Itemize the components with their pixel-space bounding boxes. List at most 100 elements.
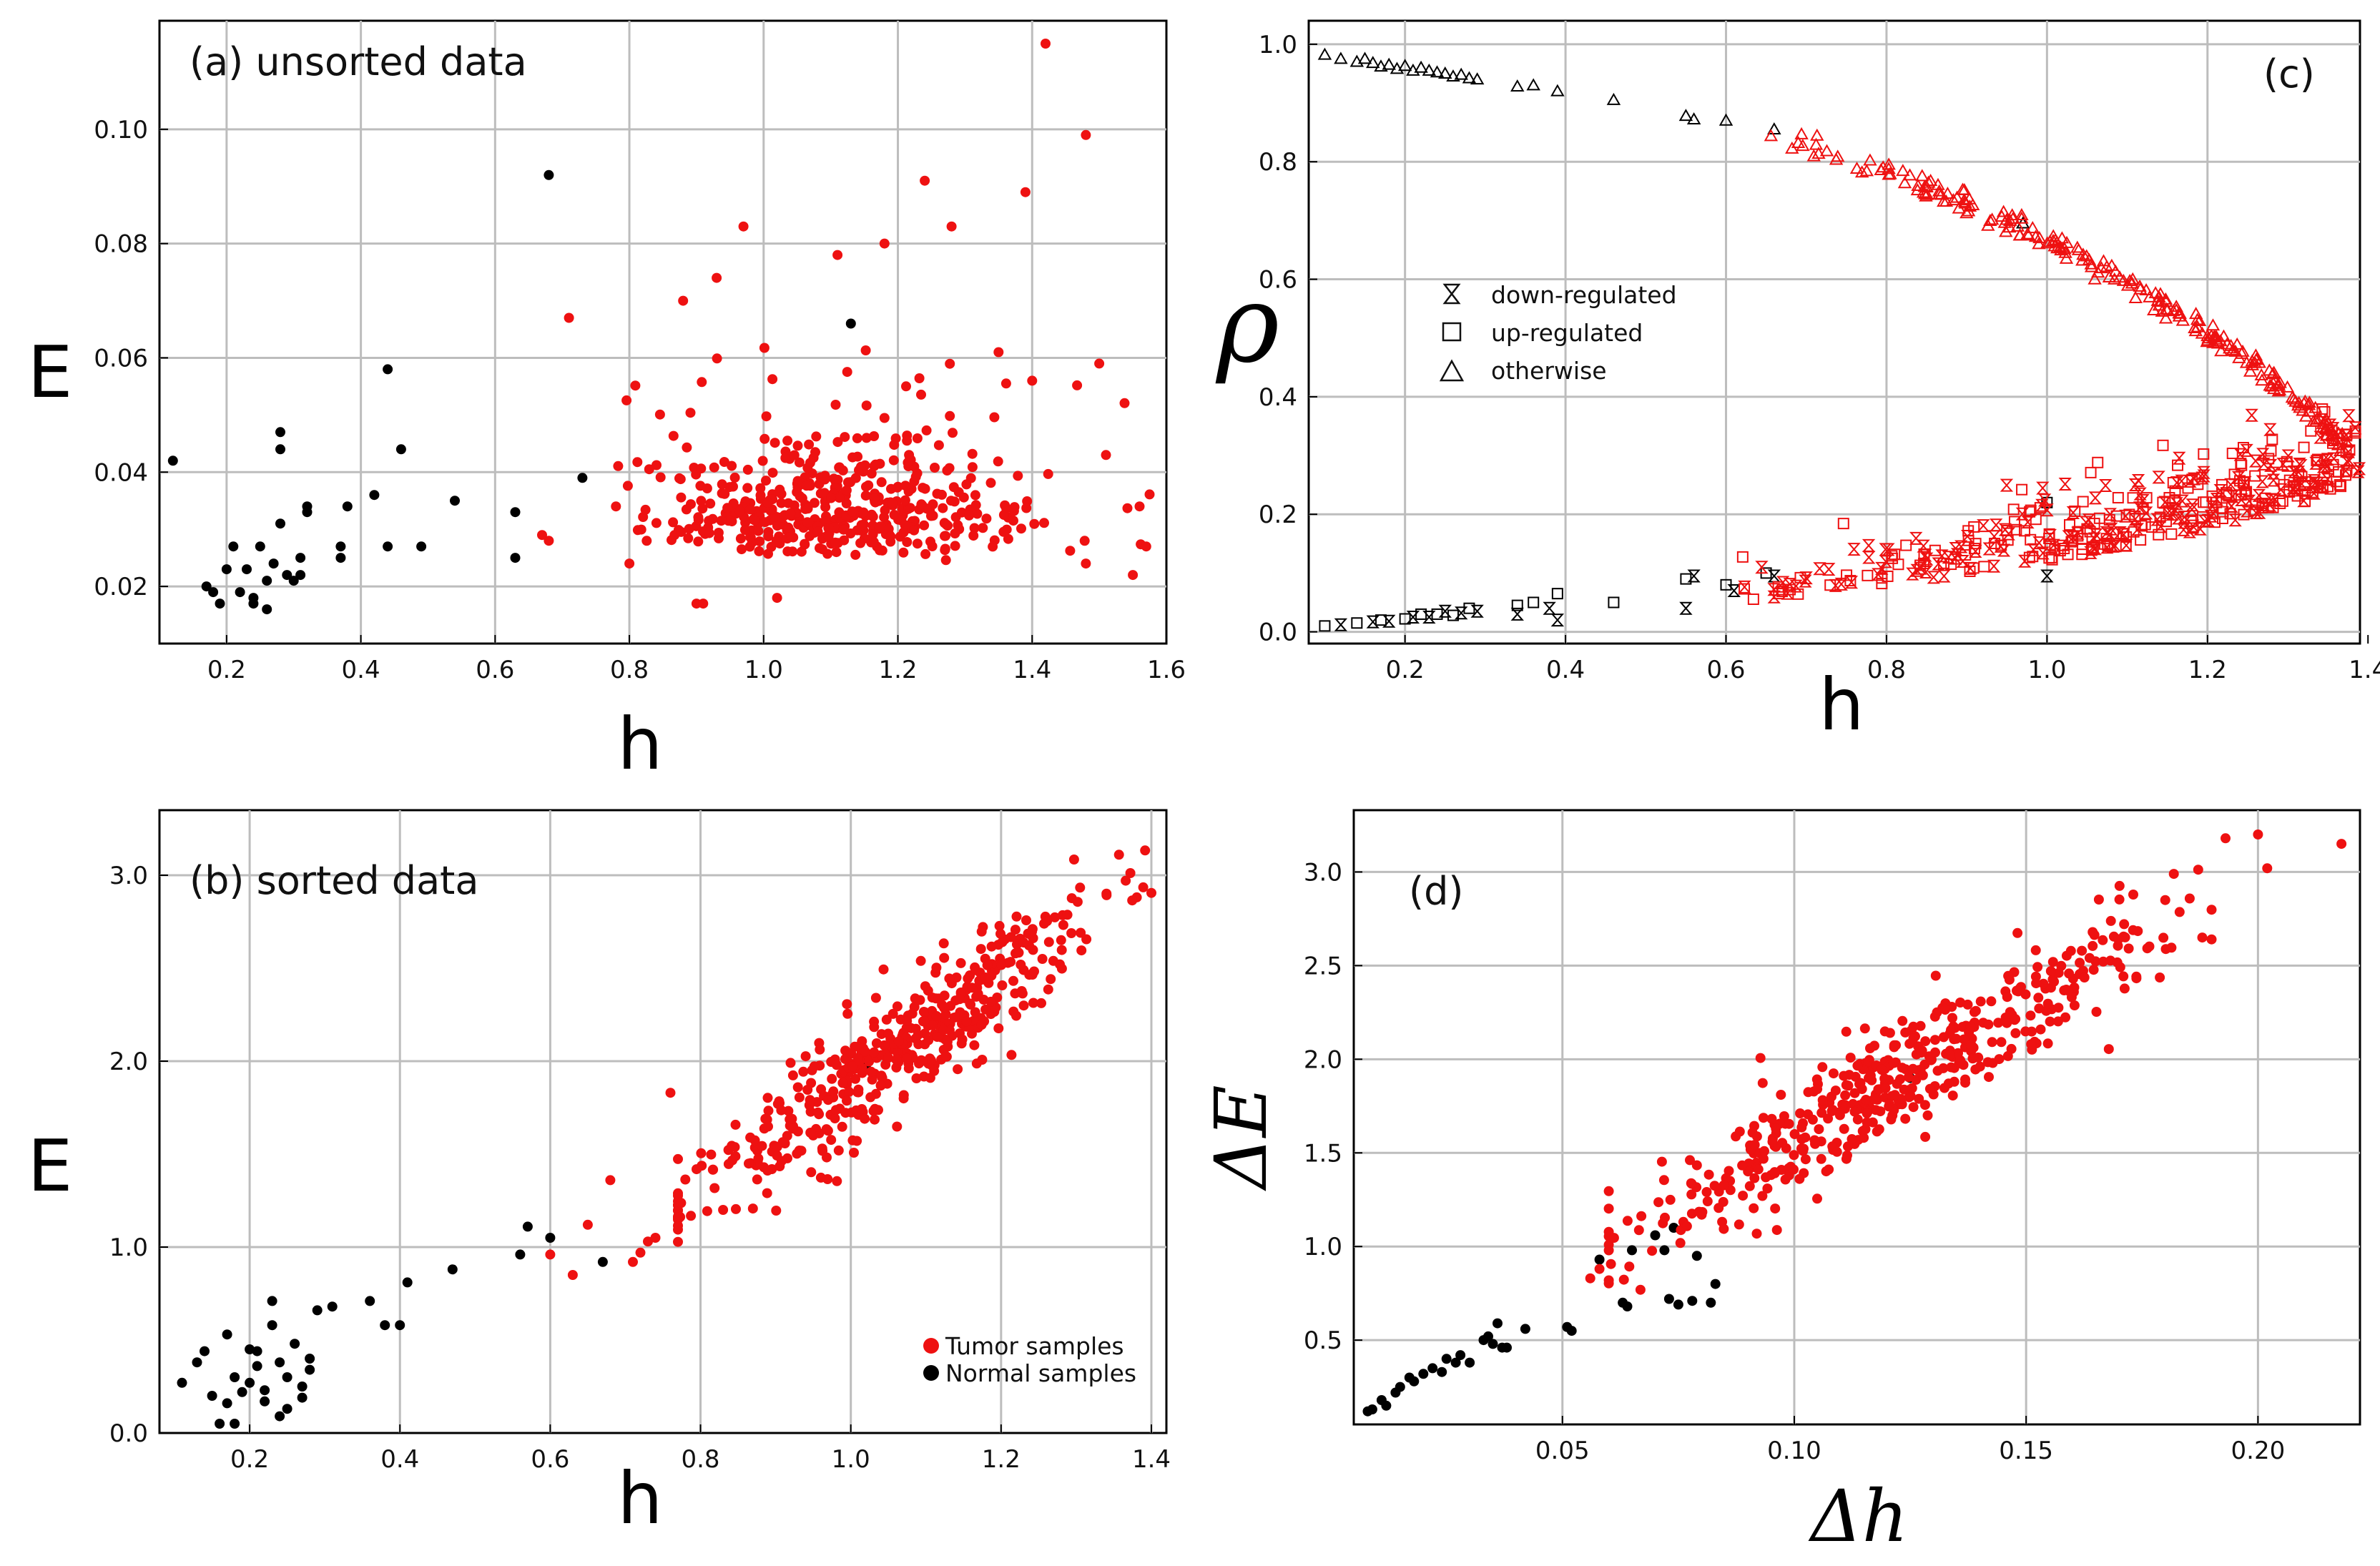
tumor-point (676, 1198, 687, 1208)
tumor-point (675, 474, 686, 485)
otherwise-point (2213, 334, 2228, 347)
up-regulated-point (1968, 543, 1980, 555)
tumor-point (1871, 1105, 1881, 1116)
legend-up-regulated-marker (1442, 322, 1462, 342)
tumor-point (885, 531, 896, 542)
tumor-point (772, 521, 782, 531)
tumor-point (749, 515, 760, 526)
down-regulated-point (1550, 614, 1565, 627)
tumor-point (842, 999, 852, 1010)
normal-point (380, 1320, 390, 1331)
x-tick-label: 0.8 (681, 1445, 719, 1474)
tumor-point (909, 525, 920, 536)
panel-d-frame (1352, 809, 2361, 1426)
normal-point (288, 576, 299, 586)
down-regulated-point (2316, 460, 2331, 473)
otherwise-point (1796, 139, 1810, 152)
down-regulated-point (1862, 538, 1876, 552)
otherwise-point (1317, 47, 1332, 60)
otherwise-point (1949, 190, 1965, 203)
tumor-point (917, 1055, 928, 1066)
tumor-point (683, 533, 694, 543)
panel-a: 0.2 0.4 0.6 0.8 1.0 1.2 1.4 1.6 0.02 0.04 0.06 0.08… (27, 19, 1186, 786)
down-regulated-point (1879, 543, 1892, 556)
up-regulated-point (2112, 492, 2124, 504)
tumor-point (1962, 999, 1973, 1010)
tumor-point (890, 433, 901, 444)
otherwise-point (2020, 227, 2035, 240)
tumor-point (2128, 890, 2138, 900)
tumor-point (1081, 129, 1091, 140)
normal-point (1659, 1245, 1670, 1256)
up-regulated-point (2145, 521, 2158, 533)
tumor-point (1920, 1036, 1931, 1047)
tumor-point (805, 1095, 815, 1105)
up-regulated-point (2169, 485, 2181, 497)
normal-point (267, 1320, 277, 1331)
tumor-point (1081, 558, 1091, 569)
otherwise-point (1811, 147, 1826, 159)
x-tick-label: 1.4 (2349, 656, 2380, 684)
tumor-point (1608, 1233, 1619, 1244)
tumor-point (1969, 1007, 1980, 1018)
tumor-point (1749, 1203, 1759, 1213)
panel-b-frame (158, 809, 1168, 1434)
tumor-point (1889, 1090, 1900, 1100)
tumor-point (1066, 928, 1077, 938)
up-regulated-point (2228, 468, 2241, 481)
panel-d-xlabel: Δh (1808, 1474, 1909, 1558)
otherwise-point (1874, 162, 1888, 175)
tumor-point (1867, 1075, 1877, 1085)
tumor-point (1865, 1043, 1875, 1053)
tumor-point (802, 463, 813, 473)
tumor-point (920, 175, 930, 186)
tumor-point (1816, 1153, 1826, 1164)
otherwise-point (2006, 212, 2020, 225)
tumor-point (1013, 947, 1024, 958)
tumor-point (830, 537, 841, 548)
up-regulated-point (2226, 448, 2238, 460)
tumor-point (956, 1038, 967, 1049)
otherwise-point (1854, 165, 1869, 178)
tumor-point (933, 440, 944, 450)
down-regulated-point (2340, 433, 2354, 446)
tumor-point (757, 455, 768, 466)
tumor-point (870, 1114, 880, 1125)
normal-point (395, 1320, 405, 1331)
tumor-point (676, 492, 687, 503)
tumor-point (1622, 1216, 1633, 1226)
tumor-point (1900, 1027, 1911, 1038)
tumor-point (998, 526, 1009, 537)
normal-point (1502, 1342, 1512, 1353)
tumor-point (1039, 518, 1049, 528)
otherwise-point (1374, 59, 1388, 72)
tumor-point (745, 532, 755, 543)
tumor-point (1094, 358, 1105, 369)
down-regulated-point (1987, 559, 2001, 573)
up-regulated-point (2274, 498, 2286, 510)
up-regulated-point (1918, 557, 1930, 569)
up-regulated-point (2216, 513, 2228, 525)
tumor-point (2002, 1018, 2012, 1028)
tumor-point (1691, 1160, 1702, 1171)
normal-point (383, 364, 393, 375)
tumor-point (655, 472, 666, 483)
normal-point (510, 553, 521, 563)
tumor-point (1849, 1088, 1860, 1098)
tumor-point (621, 395, 632, 405)
down-regulated-point (2234, 493, 2248, 507)
tumor-point (1703, 1169, 1714, 1180)
tumor-point (792, 440, 803, 451)
tumor-point (717, 479, 727, 490)
normal-point (167, 455, 178, 466)
down-regulated-point (2233, 448, 2247, 461)
tumor-point (1021, 503, 1032, 513)
tumor-point (782, 451, 792, 462)
otherwise-point (1810, 128, 1824, 141)
x-tick-label: 1.4 (1132, 1445, 1171, 1474)
tumor-point (820, 471, 830, 481)
tumor-point (800, 1051, 811, 1062)
tumor-point (1048, 955, 1058, 966)
tumor-point (1042, 916, 1053, 927)
tumor-point (1845, 1053, 1856, 1063)
